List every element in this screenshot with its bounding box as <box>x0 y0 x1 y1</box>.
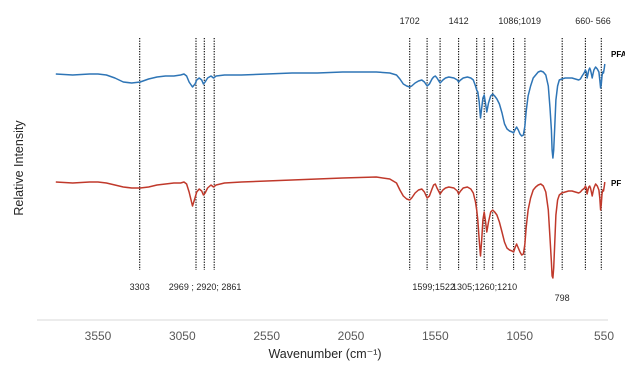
series-line-pfa <box>55 63 606 159</box>
x-tick-label: 1050 <box>506 329 533 343</box>
y-axis-title: Relative Intensity <box>12 120 26 216</box>
annotation-label: 1086;1019 <box>498 16 541 26</box>
annotation-label: 798 <box>555 293 570 303</box>
x-tick-label: 3550 <box>85 329 112 343</box>
series-layer <box>55 63 606 279</box>
annotation-label: 3303 <box>130 282 150 292</box>
annotation-label: 660- 566 <box>575 16 611 26</box>
reference-lines <box>139 38 602 270</box>
series-label-pf: PF <box>611 179 621 188</box>
x-tick-labels: 3550 3050 2550 2050 1550 1050 550 <box>85 329 615 343</box>
x-tick-label: 2550 <box>253 329 280 343</box>
annotations: 1702 1412 1086;1019 660- 566 3303 2969 ; 2920… <box>130 16 611 303</box>
x-tick-label: 3050 <box>169 329 196 343</box>
series-labels: PFA PF <box>611 50 625 188</box>
annotation-label: 1305;1260;1210 <box>452 282 517 292</box>
x-tick-label: 2050 <box>338 329 365 343</box>
annotation-label: 1599;1522 <box>412 282 455 292</box>
annotation-label: 1412 <box>449 16 469 26</box>
x-axis-title: Wavenumber (cm⁻¹) <box>268 347 381 361</box>
series-label-pfa: PFA <box>611 50 625 59</box>
x-tick-label: 550 <box>594 329 614 343</box>
annotation-label: 1702 <box>400 16 420 26</box>
x-tick-label: 1550 <box>422 329 449 343</box>
series-line-pf <box>55 176 606 279</box>
annotation-label: 2969 ; 2920; 2861 <box>169 282 242 292</box>
